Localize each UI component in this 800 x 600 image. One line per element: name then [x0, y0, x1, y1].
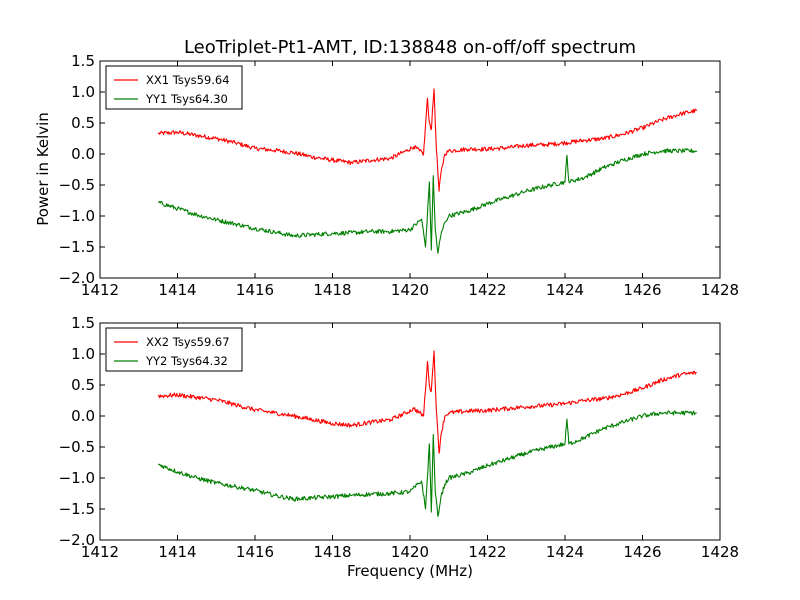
y-tick-label: −1.0: [59, 207, 95, 225]
legend-entry: YY1 Tsys64.30: [145, 92, 228, 106]
legend: XX1 Tsys59.64 YY1 Tsys64.30: [105, 65, 243, 110]
x-tick-label: 1420: [391, 281, 429, 299]
x-tick-label: 1418: [313, 543, 351, 561]
series-line-yy2: [158, 410, 697, 517]
x-tick-label: 1428: [701, 543, 739, 561]
series-group: [157, 88, 698, 254]
panels: 1412 1414 1416 1418 1420 1422 1424 1426 1428 1.5 1…: [59, 52, 740, 561]
y-tick-label: −2.0: [59, 531, 95, 549]
series-group: [157, 350, 697, 517]
legend-entry: XX1 Tsys59.64: [146, 73, 230, 87]
legend-box: [105, 65, 243, 110]
x-tick-label: 1426: [623, 543, 661, 561]
figure-title: LeoTriplet-Pt1-AMT, ID:138848 on-off/off…: [184, 37, 636, 58]
legend-box: [105, 327, 243, 372]
x-tick-label: 1412: [81, 281, 119, 299]
series-line-xx2: [157, 350, 697, 454]
x-tick-label: 1422: [468, 543, 506, 561]
y-tick-label: 1.5: [71, 314, 95, 332]
series-line-yy1: [158, 148, 698, 254]
y-tick-label: 0.5: [71, 376, 95, 394]
y-tick-label: 1.0: [71, 345, 95, 363]
x-tick-label: 1412: [81, 543, 119, 561]
x-tick-label: 1426: [623, 281, 661, 299]
x-tick-label: 1422: [468, 281, 506, 299]
chart-panel-2: 1412 1414 1416 1418 1420 1422 1424 1426 1428 1.5 1…: [59, 314, 740, 561]
chart-panel-1: 1412 1414 1416 1418 1420 1422 1424 1426 1428 1.5 1…: [59, 52, 740, 299]
legend-entry: YY2 Tsys64.32: [145, 354, 228, 368]
y-tick-label: 0.5: [71, 114, 95, 132]
y-tick-label: −1.0: [59, 469, 95, 487]
x-tick-label: 1416: [236, 281, 274, 299]
y-tick-label: −1.5: [59, 500, 95, 518]
x-axis-label: Frequency (MHz): [347, 562, 473, 580]
x-tick-label: 1416: [236, 543, 274, 561]
x-tick-label: 1414: [158, 543, 196, 561]
series-line-xx1: [157, 88, 698, 192]
y-tick-label: −1.5: [59, 238, 95, 256]
x-tick-label: 1418: [313, 281, 351, 299]
y-tick-label: 1.5: [71, 52, 95, 70]
y-axis-label: Power in Kelvin: [34, 112, 52, 226]
x-tick-label: 1414: [158, 281, 196, 299]
legend: XX2 Tsys59.67 YY2 Tsys64.32: [105, 327, 243, 372]
y-tick-label: 0.0: [71, 407, 95, 425]
x-tick-label: 1420: [391, 543, 429, 561]
y-tick-label: 1.0: [71, 83, 95, 101]
legend-entry: XX2 Tsys59.67: [146, 335, 230, 349]
y-tick-label: −0.5: [59, 438, 95, 456]
y-tick-label: −0.5: [59, 176, 95, 194]
y-tick-label: 0.0: [71, 145, 95, 163]
x-tick-label: 1428: [701, 281, 739, 299]
x-tick-label: 1424: [546, 281, 584, 299]
x-tick-label: 1424: [546, 543, 584, 561]
y-tick-label: −2.0: [59, 269, 95, 287]
